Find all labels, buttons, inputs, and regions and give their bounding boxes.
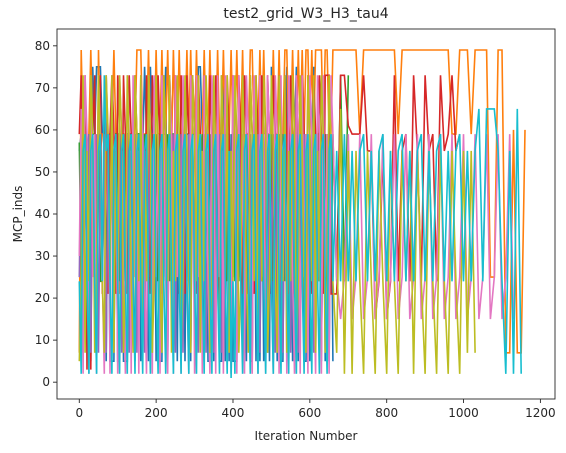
plot-series-group (78, 49, 526, 379)
y-axis-label: MCP_inds (11, 186, 25, 243)
y-tick-label: 10 (35, 333, 50, 347)
x-axis: 0 200 400 600 800 1000 1200 (75, 399, 556, 420)
series-line-5 (78, 134, 334, 353)
x-tick-label: 1200 (525, 406, 556, 420)
series-line-8 (78, 75, 522, 379)
chart-title: test2_grid_W3_H3_tau4 (223, 6, 388, 22)
x-tick-label: 800 (375, 406, 398, 420)
y-tick-label: 40 (35, 207, 50, 221)
y-tick-label: 50 (35, 165, 50, 179)
x-tick-label: 400 (222, 406, 245, 420)
x-tick-label: 200 (145, 406, 168, 420)
y-tick-label: 20 (35, 291, 50, 305)
x-tick-label: 600 (298, 406, 321, 420)
y-tick-label: 0 (42, 375, 50, 389)
x-tick-label: 0 (75, 406, 83, 420)
y-axis: 0 10 20 30 40 50 60 70 80 (35, 39, 57, 389)
y-tick-label: 70 (35, 81, 50, 95)
x-axis-label: Iteration Number (255, 429, 358, 443)
y-tick-label: 80 (35, 39, 50, 53)
x-tick-label: 1000 (448, 406, 479, 420)
y-tick-label: 30 (35, 249, 50, 263)
y-tick-label: 60 (35, 123, 50, 137)
